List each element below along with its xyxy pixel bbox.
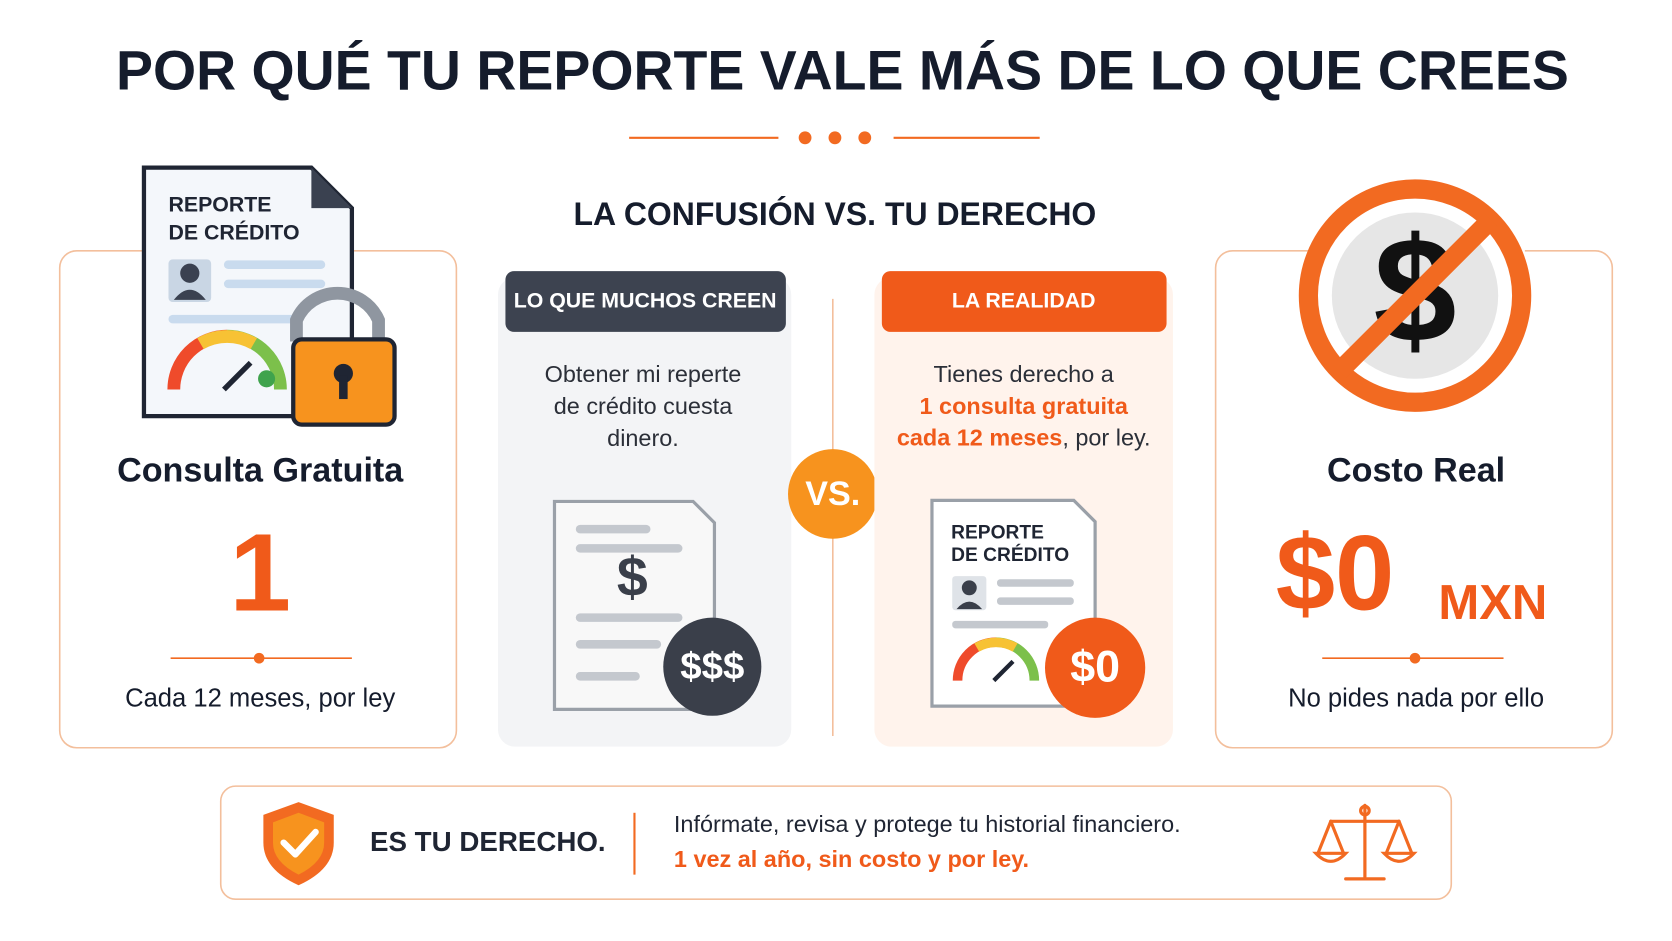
no-cost-ring — [1298, 179, 1532, 412]
icon-part — [798, 131, 812, 145]
footer-line: Infórmate, revisa y protege tu historial… — [674, 811, 1181, 837]
doc-label: REPORTE — [168, 193, 271, 217]
icon-part — [258, 370, 276, 388]
card-caption: No pides nada por ello — [1288, 685, 1544, 713]
vs-text: VS. — [805, 475, 860, 513]
myth-text: dinero. — [607, 425, 679, 451]
icon-part — [575, 672, 640, 681]
icon-part — [280, 828, 319, 858]
icon-part — [197, 330, 257, 350]
icon-part — [956, 601, 983, 610]
icon-part — [272, 812, 325, 875]
card-divider — [170, 652, 352, 664]
myth-label: LO QUE MUCHOS CREEN — [514, 289, 777, 313]
footer-line: 1 vez al año, sin costo y por ley. — [674, 846, 1029, 872]
icon-part — [223, 260, 326, 269]
icon-part — [828, 131, 842, 145]
icon-part — [168, 314, 297, 324]
icon-part — [339, 375, 348, 400]
icon-part — [1332, 213, 1498, 379]
icon-part — [575, 524, 651, 534]
reality-text: cada 12 meses, por ley. — [897, 425, 1151, 451]
reality-tail: , por ley. — [1062, 425, 1150, 451]
title: POR QUÉ TU REPORTE VALE MÁS DE LO QUE CR… — [116, 40, 1569, 102]
icon-part — [253, 652, 265, 664]
footer-box — [219, 785, 1453, 900]
icon-part — [952, 620, 1049, 629]
icon-part — [575, 613, 683, 622]
vs-circle — [788, 449, 878, 539]
icon-part — [180, 263, 200, 283]
icon-part — [173, 289, 206, 300]
doc-label: DE CRÉDITO — [951, 544, 1069, 566]
doc-label: REPORTE — [951, 522, 1044, 543]
title-divider — [629, 131, 1040, 145]
card-caption: Cada 12 meses, por ley — [125, 685, 395, 713]
icon-part — [992, 659, 1015, 683]
big-number: 1 — [229, 512, 291, 635]
icon-part — [1380, 819, 1418, 863]
footer-badge: ES TU DERECHO. — [370, 826, 606, 857]
icon-part — [290, 286, 385, 342]
icon-part — [858, 131, 872, 145]
icon-part — [997, 597, 1074, 605]
doc-label: DE CRÉDITO — [168, 219, 299, 244]
card-divider — [1322, 652, 1504, 664]
icon-part — [311, 167, 352, 209]
shield-icon — [263, 802, 334, 886]
doc-symbol: $ — [617, 546, 648, 608]
icon-part — [575, 544, 683, 553]
icon-part — [1359, 804, 1371, 817]
icon-part — [961, 580, 977, 596]
scales-icon — [1312, 803, 1418, 881]
icon-part — [222, 360, 253, 392]
myth-text: de crédito cuesta — [554, 393, 733, 419]
cost-currency: MXN — [1438, 576, 1547, 630]
card-heading: Consulta Gratuita — [117, 452, 404, 490]
reality-highlight: cada 12 meses — [897, 425, 1062, 451]
reality-label: LA REALIDAD — [952, 289, 1096, 313]
myth-badge-bg — [663, 617, 762, 716]
cost-amount: $0 — [1276, 513, 1395, 633]
icon-part — [333, 363, 353, 384]
icon-part — [223, 279, 326, 289]
icon-part — [1409, 652, 1421, 664]
comparison-heading: LA CONFUSIÓN VS. TU DERECHO — [574, 196, 1097, 232]
reality-text: Tienes derecho a — [934, 361, 1115, 387]
card-heading: Costo Real — [1327, 452, 1505, 490]
myth-badge: $$$ — [680, 645, 744, 688]
icon-part — [997, 579, 1074, 587]
myth-label-bg — [505, 271, 786, 332]
icon-part — [1312, 819, 1350, 863]
icon-part — [1298, 179, 1532, 412]
reality-badge-bg — [1045, 617, 1146, 718]
reality-badge: $0 — [1070, 642, 1120, 692]
reality-label-bg — [881, 271, 1167, 332]
icon-part — [575, 640, 662, 649]
reality-highlight: 1 consulta gratuita — [919, 393, 1128, 419]
report-icon — [141, 165, 397, 427]
icon-part — [974, 637, 1018, 652]
myth-text: Obtener mi reperte — [545, 361, 742, 387]
